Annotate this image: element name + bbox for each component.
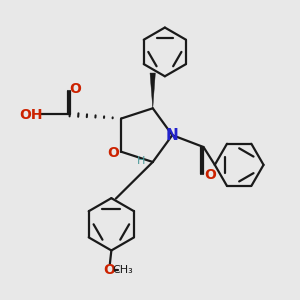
Text: O: O xyxy=(103,263,115,278)
Polygon shape xyxy=(150,73,155,108)
Text: O: O xyxy=(69,82,81,96)
Text: O: O xyxy=(204,168,216,182)
Text: H: H xyxy=(137,155,146,166)
Text: O: O xyxy=(107,146,119,160)
Text: OH: OH xyxy=(20,108,43,122)
Text: CH₃: CH₃ xyxy=(112,266,133,275)
Text: N: N xyxy=(166,128,179,142)
